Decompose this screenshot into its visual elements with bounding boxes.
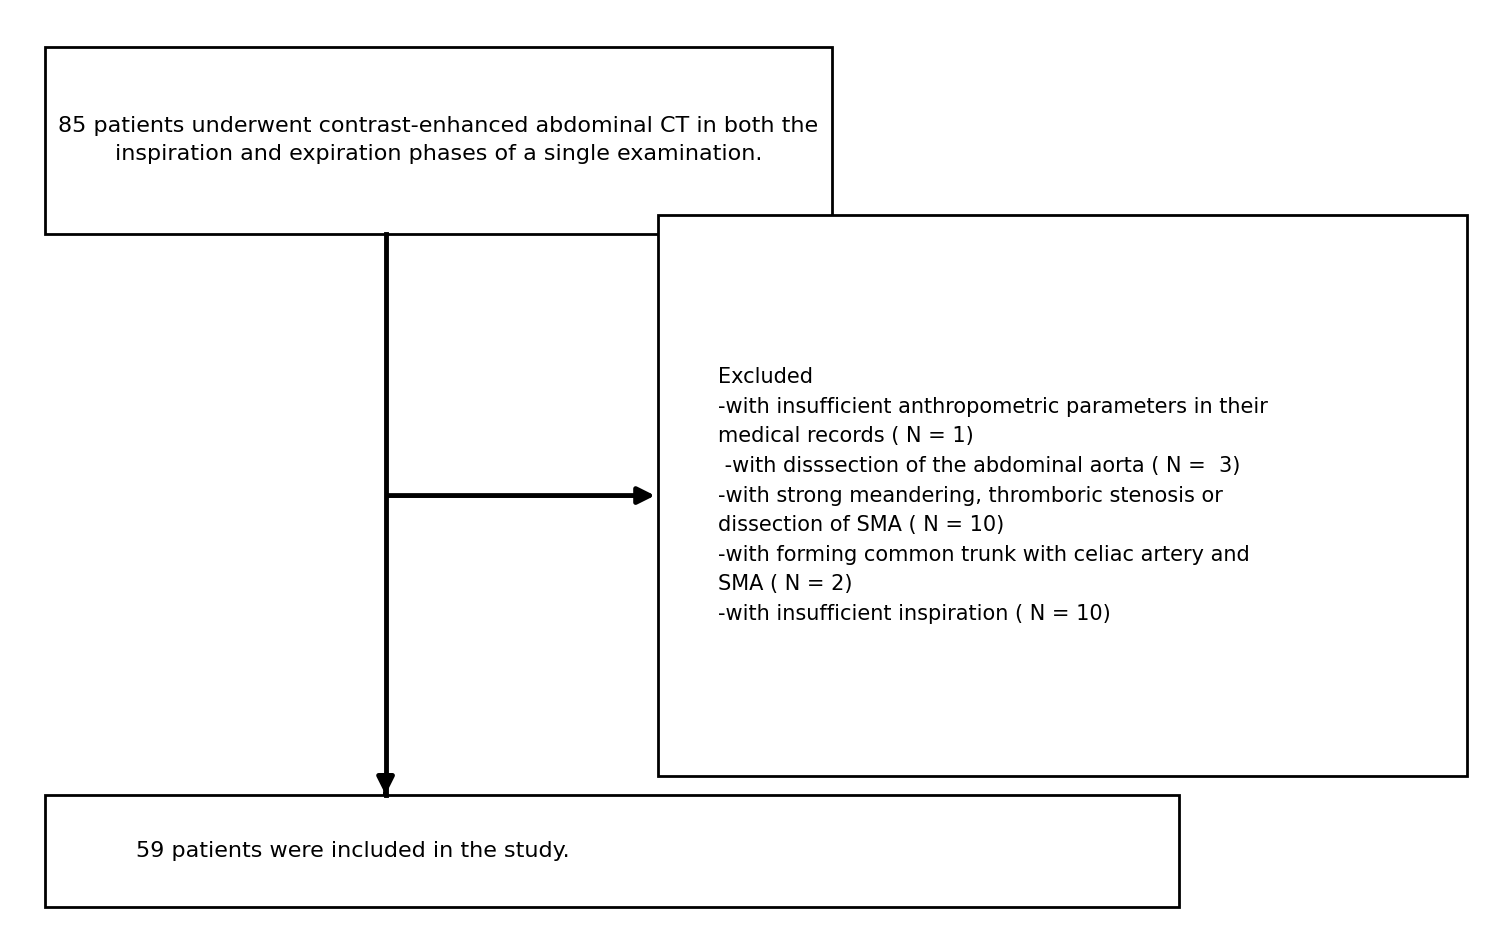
Bar (45, 47, 832, 234)
Text: Excluded
-with insufficient anthropometric parameters in their
medical records (: Excluded -with insufficient anthropometr… (718, 367, 1269, 624)
Bar (658, 215, 1467, 776)
Bar (45, 795, 1179, 907)
Text: 59 patients were included in the study.: 59 patients were included in the study. (136, 841, 570, 861)
Text: 85 patients underwent contrast-enhanced abdominal CT in both the
inspiration and: 85 patients underwent contrast-enhanced … (59, 116, 818, 165)
